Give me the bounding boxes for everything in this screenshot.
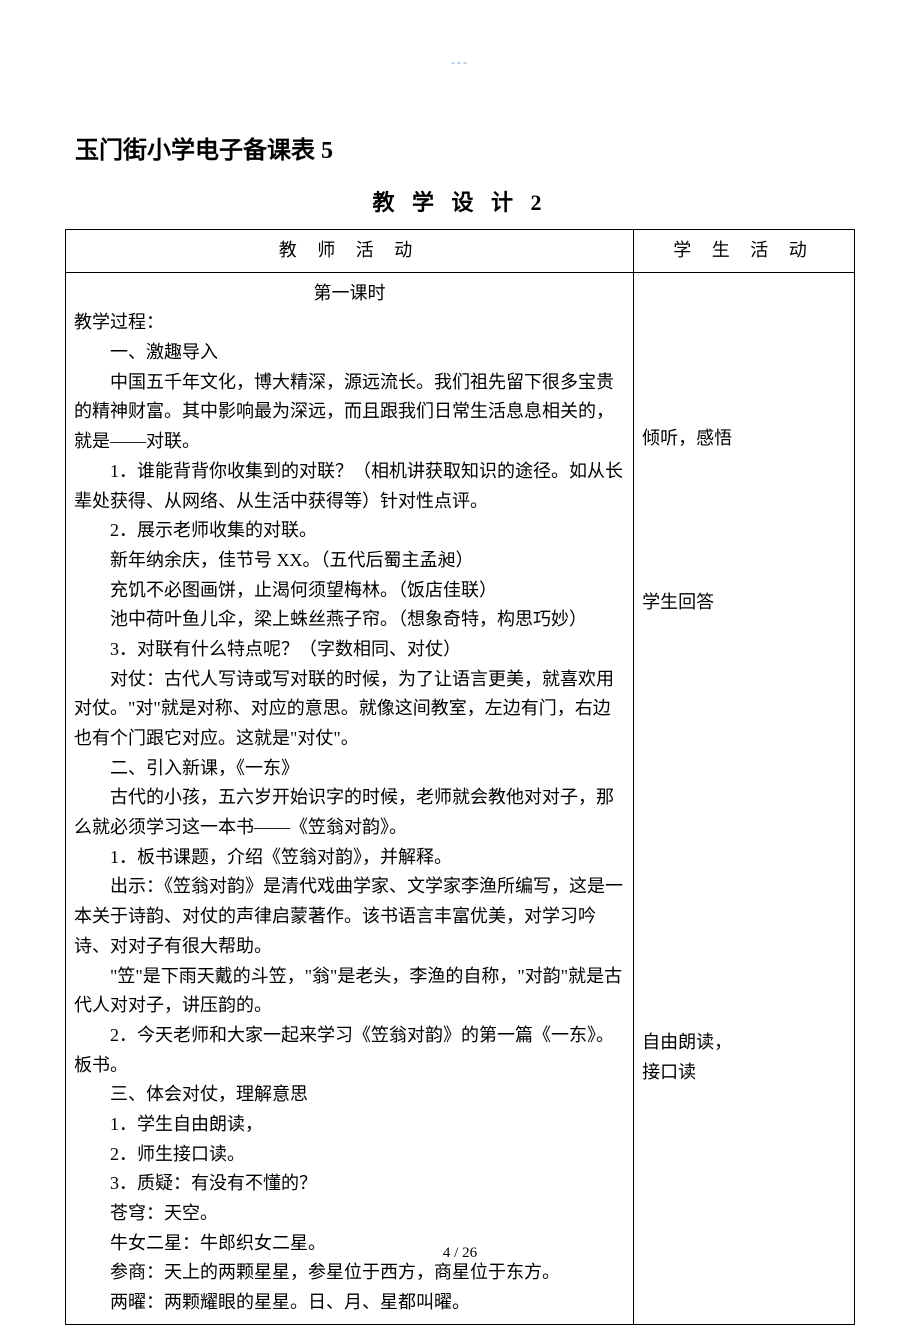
teacher-line: 参商：天上的两颗星星，参星位于西方，商星位于东方。 bbox=[74, 1258, 625, 1288]
teacher-line: 两曜：两颗耀眼的星星。日、月、星都叫曜。 bbox=[74, 1288, 625, 1318]
teacher-line: 充饥不必图画饼，止渴何须望梅林。（饭店佳联） bbox=[74, 576, 625, 606]
teacher-line: 2．师生接口读。 bbox=[74, 1140, 625, 1170]
teacher-line: 池中荷叶鱼儿伞，梁上蛛丝燕子帘。（想象奇特，构思巧妙） bbox=[74, 605, 625, 635]
student-activity-1: 倾听，感悟 bbox=[642, 424, 846, 454]
page-number: 4 / 26 bbox=[443, 1245, 477, 1262]
teacher-line: 1．板书课题，介绍《笠翁对韵》，并解释。 bbox=[74, 843, 625, 873]
student-header: 学 生 活 动 bbox=[634, 230, 855, 273]
section-header: 第一课时 bbox=[74, 279, 625, 309]
student-activity-cell: 倾听，感悟 学生回答 自由朗读， 接口读 bbox=[634, 272, 855, 1324]
student-activity-4: 接口读 bbox=[642, 1058, 846, 1088]
teacher-line: 出示：《笠翁对韵》是清代戏曲学家、文学家李渔所编写，这是一本关于诗韵、对仗的声律… bbox=[74, 872, 625, 961]
table-header-row: 教 师 活 动 学 生 活 动 bbox=[66, 230, 855, 273]
sub-title: 教 学 设 计 2 bbox=[65, 185, 855, 217]
teacher-line: 古代的小孩，五六岁开始识字的时候，老师就会教他对对子，那么就必须学习这一本书——… bbox=[74, 783, 625, 842]
page-marker: --- bbox=[451, 55, 469, 70]
teacher-lines-container: 教学过程：一、激趣导入中国五千年文化，博大精深，源远流长。我们祖先留下很多宝贵的… bbox=[74, 308, 625, 1317]
teacher-line: 新年纳余庆，佳节号 XX。（五代后蜀主孟昶） bbox=[74, 546, 625, 576]
teacher-line: 3．对联有什么特点呢？（字数相同、对仗） bbox=[74, 635, 625, 665]
teacher-line: 一、激趣导入 bbox=[74, 338, 625, 368]
teacher-line: 苍穹：天空。 bbox=[74, 1199, 625, 1229]
teacher-line: 2．展示老师收集的对联。 bbox=[74, 516, 625, 546]
lesson-table: 教 师 活 动 学 生 活 动 第一课时 教学过程：一、激趣导入中国五千年文化，… bbox=[65, 229, 855, 1325]
spacer bbox=[642, 279, 846, 424]
teacher-line: 牛女二星：牛郎织女二星。 bbox=[74, 1229, 625, 1259]
teacher-line: 二、引入新课，《一东》 bbox=[74, 754, 625, 784]
main-title: 玉门街小学电子备课表 5 bbox=[65, 130, 855, 165]
teacher-activity-cell: 第一课时 教学过程：一、激趣导入中国五千年文化，博大精深，源远流长。我们祖先留下… bbox=[66, 272, 634, 1324]
teacher-header: 教 师 活 动 bbox=[66, 230, 634, 273]
teacher-line: "笠"是下雨天戴的斗笠，"翁"是老头，李渔的自称，"对韵"就是古代人对对子，讲压… bbox=[74, 962, 625, 1021]
spacer bbox=[642, 453, 846, 588]
teacher-line: 1．学生自由朗读， bbox=[74, 1110, 625, 1140]
teacher-line: 2．今天老师和大家一起来学习《笠翁对韵》的第一篇《一东》。板书。 bbox=[74, 1021, 625, 1080]
teacher-line: 对仗：古代人写诗或写对联的时候，为了让语言更美，就喜欢用对仗。"对"就是对称、对… bbox=[74, 665, 625, 754]
teacher-line: 教学过程： bbox=[74, 308, 625, 338]
student-activity-2: 学生回答 bbox=[642, 588, 846, 618]
spacer bbox=[642, 618, 846, 1028]
teacher-line: 三、体会对仗，理解意思 bbox=[74, 1080, 625, 1110]
student-activity-3: 自由朗读， bbox=[642, 1028, 846, 1058]
teacher-line: 3．质疑：有没有不懂的？ bbox=[74, 1169, 625, 1199]
teacher-line: 1．谁能背背你收集到的对联？（相机讲获取知识的途径。如从长辈处获得、从网络、从生… bbox=[74, 457, 625, 516]
table-content-row: 第一课时 教学过程：一、激趣导入中国五千年文化，博大精深，源远流长。我们祖先留下… bbox=[66, 272, 855, 1324]
teacher-line: 中国五千年文化，博大精深，源远流长。我们祖先留下很多宝贵的精神财富。其中影响最为… bbox=[74, 368, 625, 457]
